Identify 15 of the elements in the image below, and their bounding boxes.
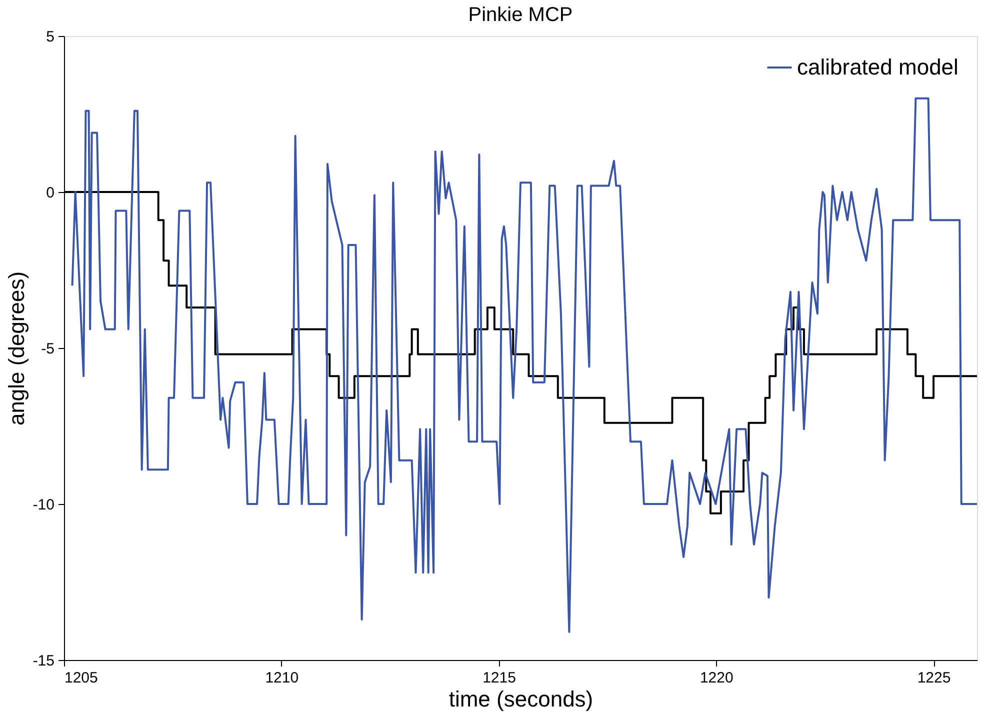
x-axis-title: time (seconds)	[448, 686, 594, 712]
y-tick-label: -10	[32, 496, 54, 514]
chart-title: Pinkie MCP	[468, 4, 573, 26]
x-tick-label: 1220	[700, 670, 734, 686]
x-tick-label: 1225	[917, 670, 951, 686]
y-tick-label: -5	[41, 340, 54, 358]
x-tick-label: 1210	[265, 670, 299, 686]
y-tick-label: 0	[46, 184, 54, 202]
y-tick-label: -15	[32, 652, 54, 670]
line-series	[71, 97, 977, 633]
x-tick-label: 1215	[482, 670, 516, 686]
y-axis-title: angle (degrees)	[4, 271, 29, 426]
y-tick-label: 5	[46, 28, 54, 46]
legend-label: calibrated model	[797, 54, 958, 80]
x-tick-label: 1205	[64, 670, 98, 686]
